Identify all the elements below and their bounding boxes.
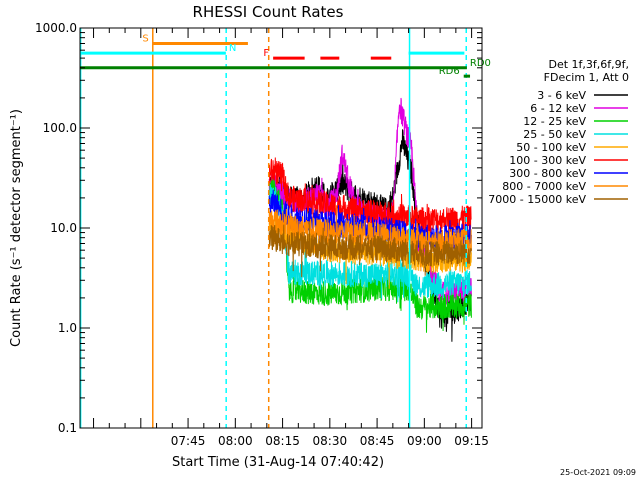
- y-axis: 0.1 1.0 10.0 100.0 1000.0: [35, 21, 482, 435]
- flag-label: S: [142, 33, 148, 44]
- series-line-7000-15000keV: [268, 221, 472, 278]
- plot-area: S N F RD0 RD6 0.1 1.0 10.0 100.0 1000.0 07:45 08:…: [35, 21, 491, 448]
- flag-label: RD6: [439, 66, 460, 77]
- legend-label: 7000 - 15000 keV: [488, 193, 586, 206]
- legend-label: 100 - 300 keV: [509, 154, 586, 167]
- legend-label: 25 - 50 keV: [523, 128, 586, 141]
- legend-label: 800 - 7000 keV: [502, 180, 586, 193]
- series-line-25-50keV: [268, 184, 472, 303]
- legend-label: 300 - 800 keV: [509, 167, 586, 180]
- x-tick-label: 08:15: [265, 434, 300, 448]
- series-layer: [268, 97, 472, 342]
- y-axis-label: Count Rate (s⁻¹ detector segment⁻¹): [9, 109, 24, 347]
- series-line-100-300keV: [268, 157, 472, 242]
- flag-label: N: [229, 43, 236, 54]
- y-tick-label: 1000.0: [35, 21, 77, 35]
- timestamp-label: 25-Oct-2021 09:09: [560, 468, 636, 477]
- x-tick-label: 09:00: [407, 434, 442, 448]
- legend-header-line-2: FDecim 1, Att 0: [544, 71, 629, 84]
- chart-title: RHESSI Count Rates: [193, 3, 344, 21]
- x-tick-label: 08:30: [313, 434, 348, 448]
- x-tick-label: 08:45: [360, 434, 395, 448]
- flag-label: RD0: [470, 58, 491, 69]
- legend: Det 1f,3f,6f,9f, FDecim 1, Att 0 3 - 6 k…: [488, 58, 629, 206]
- flag-label: F: [263, 48, 269, 59]
- annotation-labels: S N F RD0 RD6: [142, 33, 490, 77]
- x-tick-label: 08:00: [218, 434, 253, 448]
- x-axis-label: Start Time (31-Aug-14 07:40:42): [172, 455, 384, 470]
- legend-label: 3 - 6 keV: [537, 89, 586, 102]
- y-tick-label: 10.0: [50, 221, 77, 235]
- legend-label: 50 - 100 keV: [516, 141, 586, 154]
- x-tick-label: 09:15: [454, 434, 489, 448]
- legend-label: 12 - 25 keV: [523, 115, 586, 128]
- annotation-layer: [80, 28, 471, 428]
- legend-label: 6 - 12 keV: [530, 102, 586, 115]
- legend-header-line-1: Det 1f,3f,6f,9f,: [548, 58, 629, 71]
- y-tick-label: 100.0: [43, 121, 77, 135]
- y-tick-label: 0.1: [58, 421, 77, 435]
- x-tick-label: 07:45: [171, 434, 206, 448]
- x-axis: 07:45 08:00 08:15 08:30 08:45 09:00 09:15: [93, 28, 489, 448]
- y-tick-label: 1.0: [58, 321, 77, 335]
